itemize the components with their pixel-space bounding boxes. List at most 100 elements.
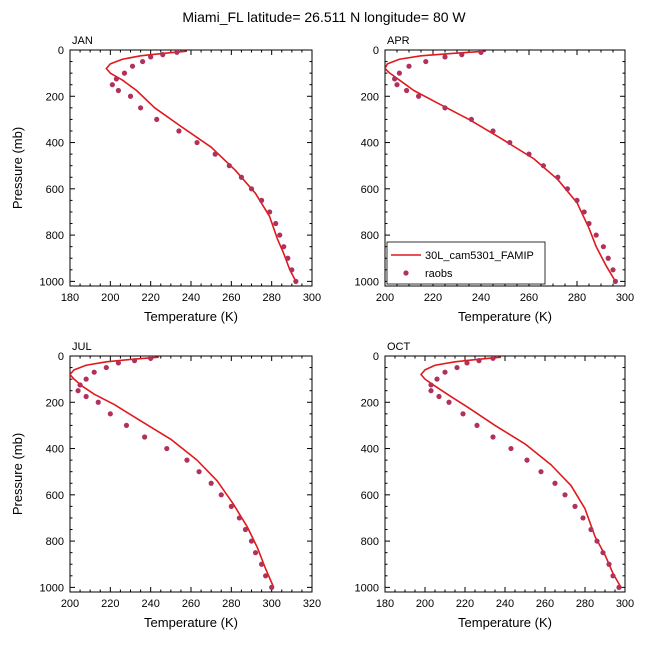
y-tick-label: 800 [46, 230, 64, 242]
obs-point [103, 364, 109, 371]
x-axis-label: Temperature (K) [144, 615, 238, 630]
obs-point [212, 151, 218, 157]
x-tick-label: 280 [568, 292, 586, 304]
obs-point [606, 561, 612, 567]
y-tick-label: 0 [58, 45, 64, 57]
obs-point [91, 369, 97, 375]
obs-point [176, 128, 182, 134]
obs-point [160, 52, 166, 58]
obs-point [508, 445, 514, 452]
obs-point [129, 63, 136, 69]
obs-point [184, 457, 190, 463]
y-tick-label: 600 [46, 184, 64, 196]
obs-point [454, 364, 460, 371]
obs-point [121, 70, 128, 76]
obs-point [460, 411, 466, 417]
x-tick-label: 240 [141, 598, 159, 610]
y-tick-label: 1000 [355, 582, 379, 594]
obs-point [555, 174, 561, 180]
obs-point [574, 197, 580, 203]
obs-point [446, 399, 452, 405]
obs-point [588, 526, 594, 533]
obs-point [269, 584, 275, 590]
x-tick-label: 240 [496, 598, 514, 610]
obs-point [616, 584, 622, 590]
obs-point [442, 54, 448, 60]
obs-point [594, 538, 600, 544]
x-tick-label: 180 [376, 598, 394, 610]
obs-point [564, 186, 571, 192]
obs-point [248, 538, 255, 544]
obs-point [428, 388, 434, 394]
x-tick-label: 260 [222, 292, 240, 304]
obs-point [238, 174, 245, 180]
x-tick-label: 300 [616, 292, 634, 304]
obs-point [174, 50, 180, 55]
obs-point [434, 376, 440, 382]
obs-point [77, 382, 83, 388]
data-layer [385, 50, 619, 284]
x-tick-label: 280 [262, 292, 280, 304]
obs-point [436, 393, 442, 400]
obs-point [208, 480, 214, 486]
obs-point [476, 358, 482, 364]
y-tick-label: 200 [361, 91, 379, 103]
obs-point [490, 434, 496, 440]
x-tick-label: 240 [182, 292, 200, 304]
obs-point [442, 369, 448, 375]
obs-point [75, 388, 81, 394]
obs-point [468, 116, 474, 123]
y-axis-label: Pressure (mb) [10, 127, 25, 209]
obs-point [142, 434, 148, 440]
x-tick-label: 200 [101, 292, 119, 304]
x-tick-label: 180 [61, 292, 79, 304]
obs-point [507, 139, 513, 146]
x-tick-label: 260 [520, 292, 538, 304]
obs-point [464, 360, 470, 366]
y-tick-label: 1000 [40, 276, 64, 288]
x-tick-label: 300 [616, 598, 634, 610]
obs-point [218, 492, 224, 498]
panel-label: OCT [387, 341, 411, 353]
y-tick-label: 400 [46, 444, 64, 456]
panel-oct: OCT 180 200 220 240 260 280 300 0 200 400 600 800 100… [355, 341, 635, 630]
legend-obs-label: raobs [425, 268, 453, 280]
obs-point [612, 278, 619, 284]
panel-label: APR [387, 35, 410, 47]
y-tick-label: 800 [46, 536, 64, 548]
legend-model-label: 30L_cam5301_FAMIP [425, 250, 534, 262]
obs-point [581, 209, 587, 215]
model-line [105, 50, 297, 282]
obs-point [562, 492, 568, 498]
y-tick-label: 200 [361, 397, 379, 409]
obs-point [394, 82, 400, 88]
obs-point [540, 163, 547, 169]
obs-point [428, 382, 434, 388]
obs-point [123, 422, 130, 429]
obs-point [610, 267, 616, 273]
model-line [420, 356, 622, 588]
obs-point [277, 232, 283, 238]
obs-point [154, 116, 160, 123]
y-tick-label: 800 [361, 536, 379, 548]
obs-point [148, 54, 154, 60]
x-tick-label: 220 [456, 598, 474, 610]
y-tick-label: 1000 [40, 582, 64, 594]
obs-point [267, 209, 273, 215]
obs-point [273, 220, 279, 227]
obs-point [610, 573, 616, 579]
obs-point [586, 220, 592, 227]
x-tick-label: 280 [576, 598, 594, 610]
obs-point [131, 358, 138, 364]
obs-point [396, 70, 402, 76]
obs-point [109, 82, 115, 88]
x-tick-label: 300 [303, 292, 321, 304]
obs-point [127, 93, 134, 99]
x-tick-label: 200 [416, 598, 434, 610]
obs-point [107, 411, 113, 417]
panel-label: JUL [72, 341, 92, 353]
obs-point [248, 186, 255, 192]
y-tick-label: 600 [361, 490, 379, 502]
